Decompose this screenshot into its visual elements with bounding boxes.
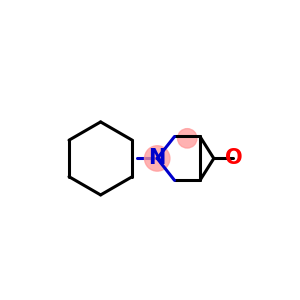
Circle shape: [145, 146, 170, 171]
Circle shape: [178, 129, 197, 148]
Text: N: N: [148, 148, 166, 168]
Text: O: O: [225, 148, 242, 168]
